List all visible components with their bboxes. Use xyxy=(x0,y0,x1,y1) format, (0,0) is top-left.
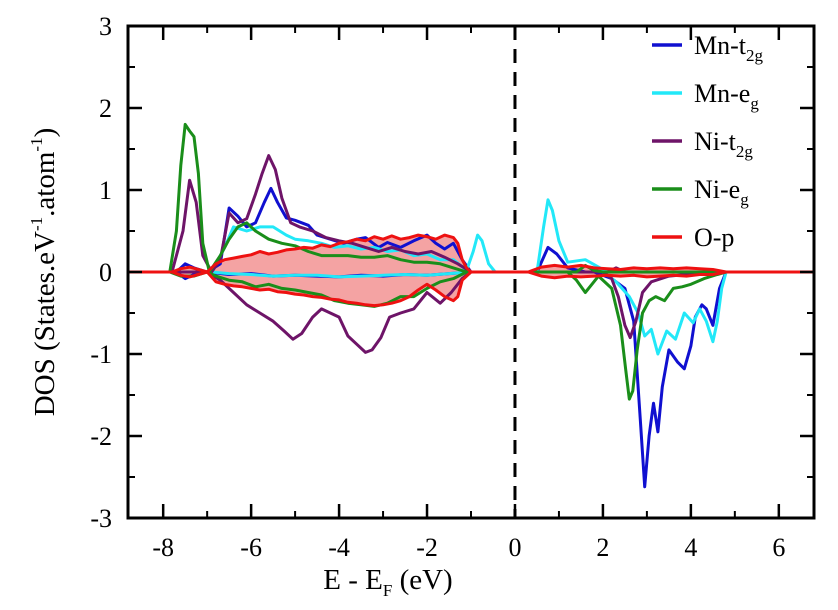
x-axis-label-sub: F xyxy=(383,581,392,600)
y-tick-label: 3 xyxy=(99,12,112,41)
series-mn-eg-down xyxy=(128,270,728,356)
legend-label-ni-t2g: Ni-t2g xyxy=(694,127,753,161)
legend-label-o-p: O-p xyxy=(694,223,734,252)
x-tick-label: -6 xyxy=(240,533,262,562)
legend: Mn-t2g Mn-eg Ni-t2g Ni-eg O-p xyxy=(652,31,764,252)
series-mn-t2g-down xyxy=(128,270,728,489)
x-tick-label: -8 xyxy=(152,533,174,562)
series-mn-eg-up xyxy=(128,198,727,274)
y-axis-label-sup2: -1 xyxy=(27,137,46,151)
series-lines xyxy=(128,122,814,489)
y-tick-labels: -3 -2 -1 0 1 2 3 xyxy=(90,12,112,533)
series-ni-t2g-down xyxy=(128,270,727,354)
y-tick-label: 2 xyxy=(99,94,112,123)
x-tick-label: -4 xyxy=(328,533,350,562)
op-fill xyxy=(128,235,814,306)
y-axis-label-part2: .atom xyxy=(29,151,61,217)
x-axis-label: E - EF (eV) xyxy=(323,564,452,600)
series-o-p-up xyxy=(128,233,814,274)
legend-label-mn-t2g: Mn-t2g xyxy=(694,31,764,65)
y-tick-label: 0 xyxy=(99,258,112,287)
x-axis-label-unit: (eV) xyxy=(392,564,452,596)
y-tick-label: 1 xyxy=(99,176,112,205)
x-tick-label: 2 xyxy=(596,533,609,562)
y-axis-label-sup1: -1 xyxy=(27,217,46,231)
y-axis-label: DOS (States.eV-1.atom-1) xyxy=(27,128,61,417)
x-axis-label-main: E - E xyxy=(323,564,383,596)
x-tick-label: 6 xyxy=(772,533,785,562)
legend-label-mn-eg: Mn-eg xyxy=(694,79,759,113)
series-o-p-down xyxy=(128,270,814,308)
y-tick-label: -2 xyxy=(90,422,112,451)
legend-label-ni-eg: Ni-eg xyxy=(694,175,749,209)
x-tick-label: 0 xyxy=(508,533,521,562)
x-tick-labels: -8 -6 -4 -2 0 2 4 6 xyxy=(152,533,785,562)
x-tick-label: 4 xyxy=(684,533,697,562)
axis-ticks xyxy=(128,24,814,520)
series-ni-eg-down xyxy=(128,270,727,401)
y-axis-label-part1: DOS (States.eV xyxy=(29,231,61,416)
y-tick-label: -3 xyxy=(90,504,112,533)
x-tick-label: -2 xyxy=(416,533,438,562)
y-axis-label-part3: ) xyxy=(29,128,61,138)
y-tick-label: -1 xyxy=(90,340,112,369)
op-filled-area xyxy=(128,235,814,306)
